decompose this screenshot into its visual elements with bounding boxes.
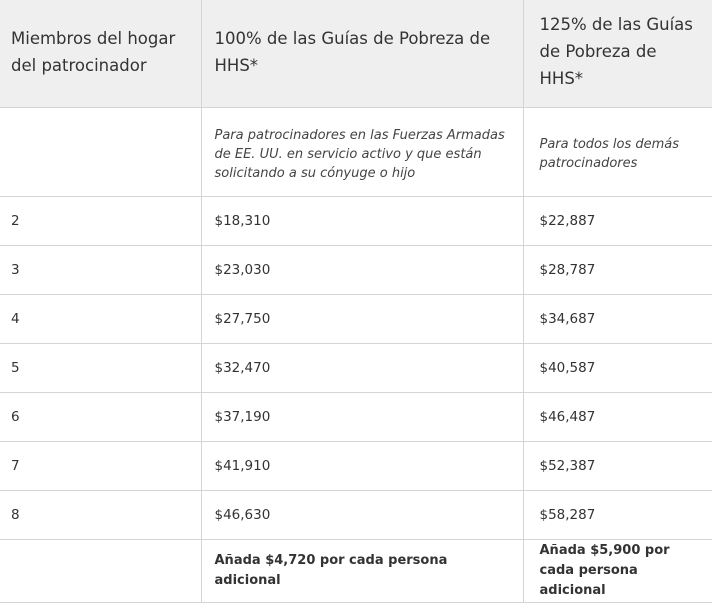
header-row: Miembros del hogar del patrocinador 100%… [0,0,712,108]
footer-cell-empty [0,539,202,603]
note-row: Para patrocinadores en las Fuerzas Armad… [0,107,712,197]
household-members-cell: 5 [0,343,202,393]
household-members-cell: 2 [0,196,202,246]
household-members-cell: 8 [0,490,202,540]
household-members-cell: 6 [0,392,202,442]
note-military-sponsors: Para patrocinadores en las Fuerzas Armad… [201,107,524,197]
household-members-cell: 7 [0,441,202,491]
table-row: 6 $37,190 $46,487 [0,392,712,442]
header-125-percent: 125% de las Guías de Pobreza de HHS* [523,0,712,108]
note-other-sponsors: Para todos los demás patrocinadores [523,107,712,197]
table-row: 4 $27,750 $34,687 [0,294,712,344]
income-100-cell: $41,910 [201,441,524,491]
table-row: 5 $32,470 $40,587 [0,343,712,393]
income-100-cell: $32,470 [201,343,524,393]
additional-person-100: Añada $4,720 por cada persona adicional [201,539,524,603]
note-cell-empty [0,107,202,197]
income-125-cell: $46,487 [523,392,712,442]
income-100-cell: $27,750 [201,294,524,344]
income-100-cell: $37,190 [201,392,524,442]
income-125-cell: $58,287 [523,490,712,540]
income-100-cell: $18,310 [201,196,524,246]
header-100-percent: 100% de las Guías de Pobreza de HHS* [201,0,524,108]
table-row: 8 $46,630 $58,287 [0,490,712,540]
header-household-members: Miembros del hogar del patrocinador [0,0,202,108]
income-125-cell: $28,787 [523,245,712,295]
income-125-cell: $34,687 [523,294,712,344]
table-row: 2 $18,310 $22,887 [0,196,712,246]
additional-person-row: Añada $4,720 por cada persona adicional … [0,539,712,603]
additional-person-125: Añada $5,900 por cada persona adicional [523,539,712,603]
table-row: 7 $41,910 $52,387 [0,441,712,491]
income-100-cell: $23,030 [201,245,524,295]
income-125-cell: $40,587 [523,343,712,393]
income-100-cell: $46,630 [201,490,524,540]
household-members-cell: 4 [0,294,202,344]
table-row: 3 $23,030 $28,787 [0,245,712,295]
income-125-cell: $22,887 [523,196,712,246]
income-125-cell: $52,387 [523,441,712,491]
household-members-cell: 3 [0,245,202,295]
